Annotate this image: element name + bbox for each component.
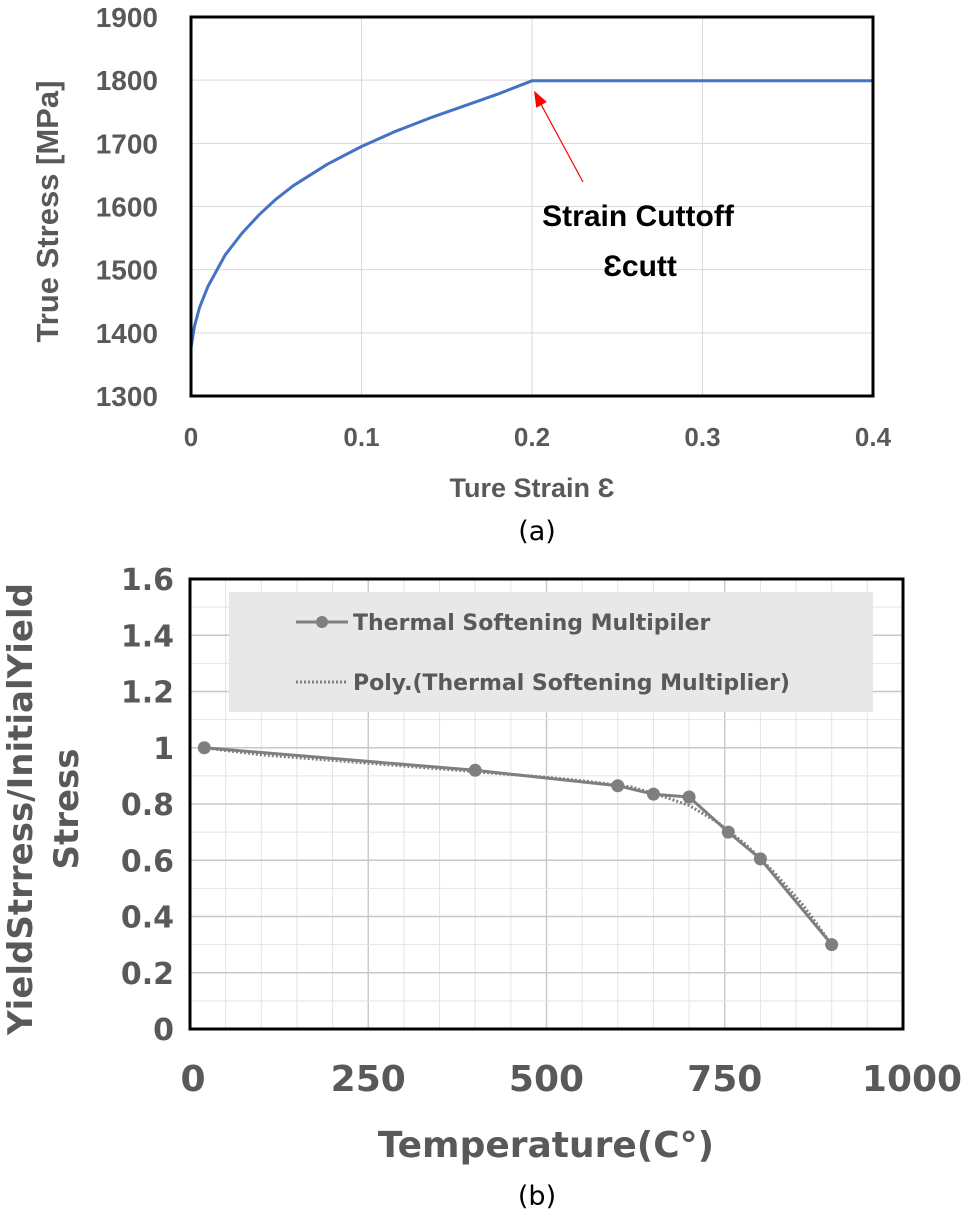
x-tick-label: 0 [180,1059,205,1100]
trendline [204,746,833,946]
x-tick-label: 250 [331,1059,406,1100]
x-axis-label: Ture Strain Ɛ [450,473,615,503]
annotation-arrow-head [534,90,547,108]
y-tick-label: 0.2 [121,957,174,992]
y-tick-label: 0 [153,1013,174,1048]
legend-entry-1: Thermal Softening Multipiler [353,611,711,636]
plot-frame [189,15,875,398]
x-tick-label: 0.4 [855,422,892,452]
y-tick-labels: 1300 1400 1500 1600 1700 1800 1900 [96,2,158,412]
x-tick-label: 750 [687,1059,762,1100]
y-tick-label: 1.2 [121,676,174,711]
y-tick-label: 1 [153,732,174,767]
y-axis-label-line-2: Stress [47,748,87,869]
x-axis-label: Temperature(C°) [378,1125,714,1166]
x-tick-labels: 0 250 500 750 1000 [180,1059,962,1100]
series-line [204,746,833,946]
annotation-line-1: Strain Cuttoff [542,200,735,233]
data-point [197,741,211,755]
data-point [682,790,696,804]
y-axis-label: True Stress [MPa] [30,81,65,343]
x-tick-label: 1000 [862,1059,962,1100]
y-tick-label: 1400 [96,318,158,349]
data-point [825,938,839,952]
data-point [753,852,767,866]
series-layer [189,79,873,349]
data-point [468,763,482,777]
y-tick-label: 1800 [96,65,158,96]
legend: Thermal Softening Multipiler Poly.(Therm… [229,592,873,712]
y-tick-label: 1300 [96,381,158,412]
annotation-arrow [537,98,584,183]
thermal-softening-chart: Thermal Softening Multipiler Poly.(Therm… [1,563,962,1212]
x-tick-label: 0.2 [514,422,550,452]
series-line [189,79,873,349]
caption-a: (a) [518,516,556,547]
y-tick-label: 0.8 [121,788,174,823]
plot-frame [188,577,905,1031]
annotation-line-2: Ɛcutt [603,250,677,283]
x-tick-label: 0.1 [343,422,379,452]
y-tick-label: 1.6 [121,563,174,598]
y-axis-label-line-1: YieldStrress/InitialYield [1,583,41,1036]
y-tick-label: 1700 [96,128,158,159]
grid [190,16,874,397]
legend-swatch-marker [316,616,328,628]
strain-cutoff-annotation: Strain Cuttoff Ɛcutt [534,90,735,283]
y-tick-labels: 0 0.2 0.4 0.6 0.8 1 1.2 1.4 1.6 [121,563,174,1048]
caption-b: (b) [518,1181,556,1212]
legend-entry-2: Poly.(Thermal Softening Multiplier) [353,671,790,696]
x-tick-label: 0 [184,422,198,452]
legend-box [229,592,873,712]
y-tick-label: 1900 [96,2,158,33]
series-layer [197,741,839,952]
x-tick-label: 0.3 [684,422,720,452]
y-tick-label: 0.4 [121,901,174,936]
y-tick-label: 1500 [96,255,158,286]
x-tick-labels: 0 0.1 0.2 0.3 0.4 [184,422,892,452]
y-tick-label: 1.4 [121,619,174,654]
data-point [611,779,625,793]
y-tick-label: 0.6 [121,844,174,879]
y-tick-label: 1600 [96,192,158,223]
x-tick-label: 500 [509,1059,584,1100]
